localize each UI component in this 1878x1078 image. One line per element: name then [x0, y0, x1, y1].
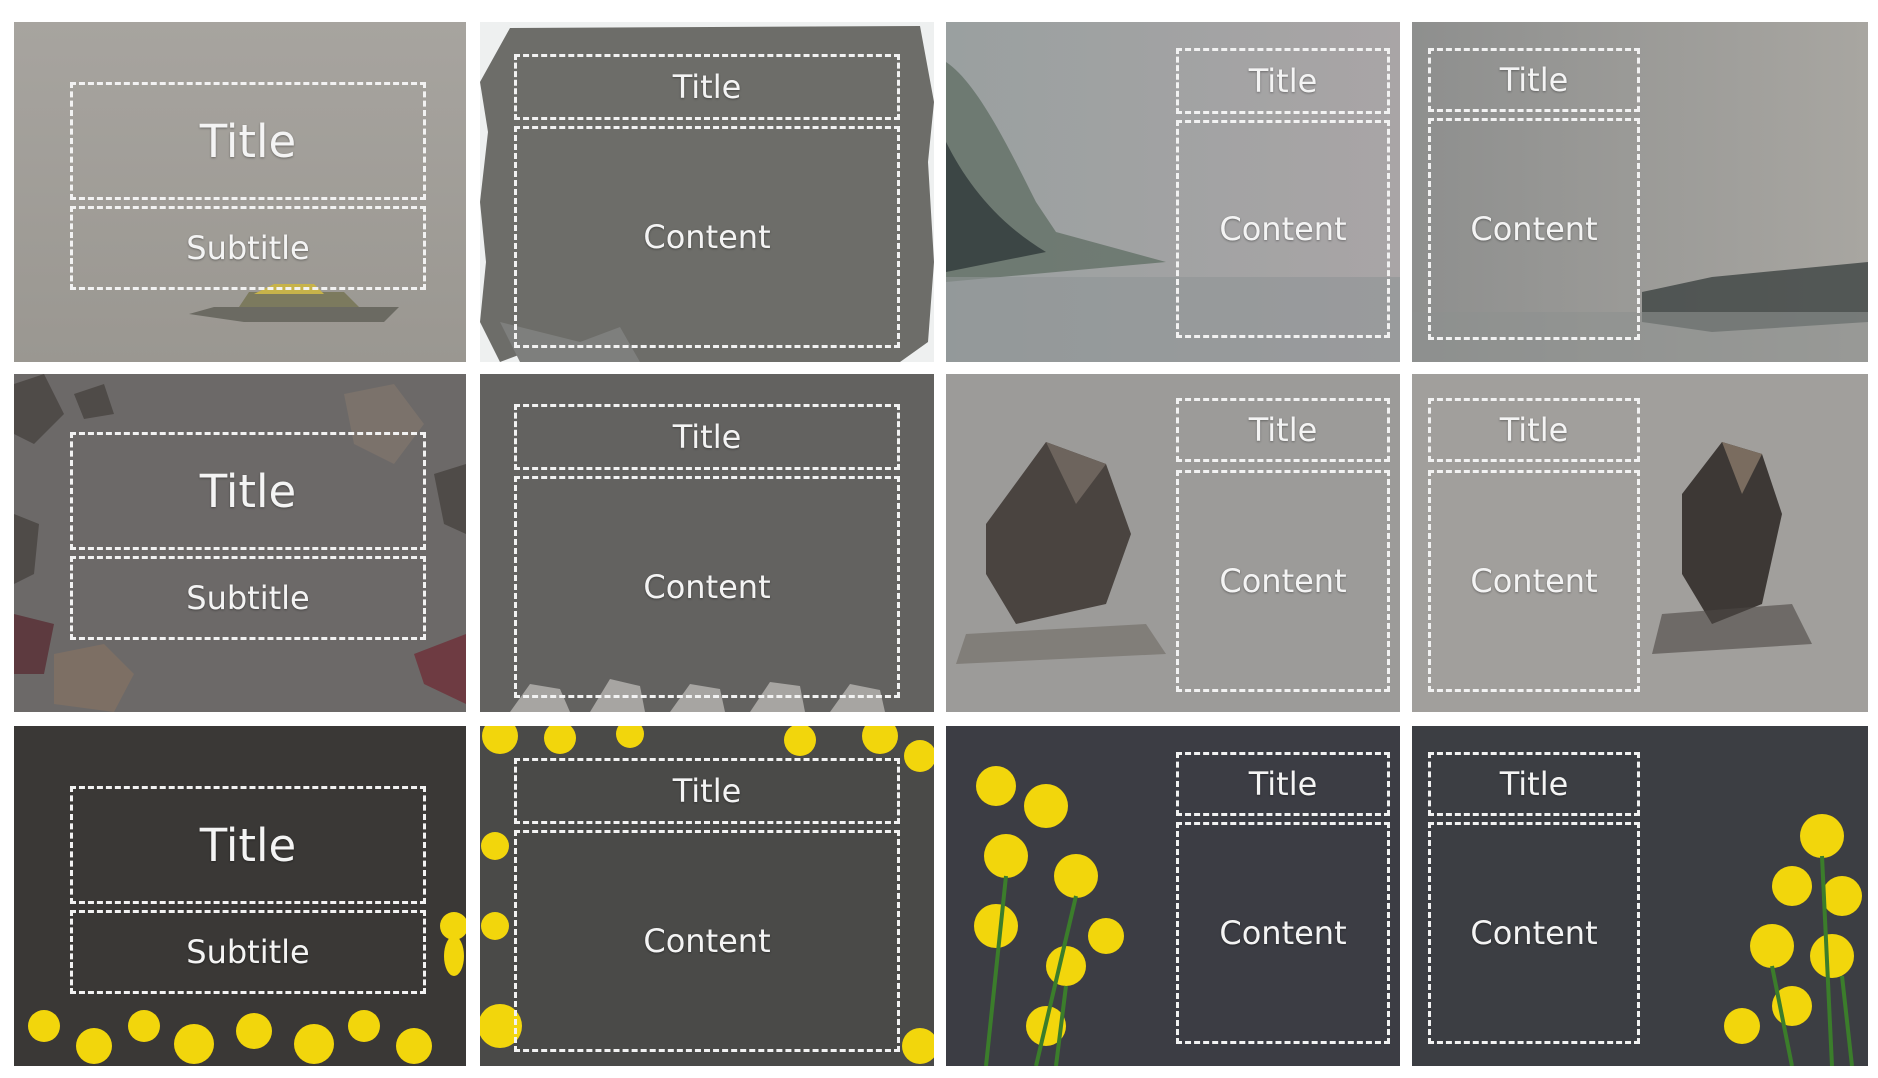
slide-thumbnail-r2c4[interactable]: Title Content — [1412, 374, 1868, 712]
stones-background — [14, 374, 466, 712]
subtitle-placeholder[interactable]: Subtitle — [70, 206, 426, 290]
pebbles-row — [510, 679, 885, 712]
slide-thumbnail-r3c1[interactable]: Title Subtitle — [14, 726, 466, 1066]
dark-floral-background — [480, 726, 934, 1066]
stone-texture-background — [480, 374, 934, 712]
slide-thumbnail-r2c1[interactable]: Title Subtitle — [14, 374, 466, 712]
title-placeholder[interactable]: Title — [1176, 398, 1390, 462]
title-placeholder[interactable]: Title — [1428, 752, 1640, 816]
content-placeholder[interactable]: Content — [1428, 822, 1640, 1044]
slide-thumbnail-r3c3[interactable]: Title Content — [946, 726, 1400, 1066]
slide-thumbnail-r3c2[interactable]: Title Content — [480, 726, 934, 1066]
watercolor-background — [14, 22, 466, 362]
paint-stroke-background — [480, 22, 934, 362]
yellow-flowers — [1724, 814, 1862, 1044]
slide-thumbnail-r3c4[interactable]: Title Content — [1412, 726, 1868, 1066]
title-placeholder[interactable]: Title — [1428, 48, 1640, 112]
yellow-flowers — [480, 726, 934, 1064]
title-placeholder[interactable]: Title — [514, 758, 900, 824]
content-placeholder[interactable]: Content — [514, 126, 900, 348]
stone-sketch-background — [1412, 374, 1868, 712]
slide-thumbnail-r2c3[interactable]: Title Content — [946, 374, 1400, 712]
title-placeholder[interactable]: Title — [514, 404, 900, 470]
title-placeholder[interactable]: Title — [1176, 752, 1390, 816]
title-placeholder[interactable]: Title — [70, 432, 426, 550]
slide-thumbnail-r2c2[interactable]: Title Content — [480, 374, 934, 712]
content-placeholder[interactable]: Content — [1176, 120, 1390, 338]
watercolor-shore-background — [1412, 22, 1868, 362]
slide-thumbnail-r1c3[interactable]: Title Content — [946, 22, 1400, 362]
flower-stems — [984, 875, 1078, 1066]
title-placeholder[interactable]: Title — [1428, 398, 1640, 462]
title-placeholder[interactable]: Title — [70, 82, 426, 200]
dark-floral-background — [946, 726, 1400, 1066]
watercolor-shore-background — [946, 22, 1400, 362]
stone-shapes — [14, 374, 466, 712]
content-placeholder[interactable]: Content — [514, 476, 900, 698]
rock-illustration — [956, 442, 1166, 664]
slide-thumbnail-r1c4[interactable]: Title Content — [1412, 22, 1868, 362]
content-placeholder[interactable]: Content — [1176, 470, 1390, 692]
title-placeholder[interactable]: Title — [514, 54, 900, 120]
boat-illustration — [189, 284, 399, 322]
slide-thumbnail-r1c1[interactable]: Title Subtitle — [14, 22, 466, 362]
yellow-flowers — [28, 912, 466, 1064]
flower-stems — [1770, 855, 1854, 1066]
stone-sketch-background — [946, 374, 1400, 712]
dark-floral-background — [14, 726, 466, 1066]
title-placeholder[interactable]: Title — [70, 786, 426, 904]
dark-floral-background — [1412, 726, 1868, 1066]
content-placeholder[interactable]: Content — [1176, 822, 1390, 1044]
title-placeholder[interactable]: Title — [1176, 48, 1390, 114]
rock-illustration — [1652, 442, 1812, 654]
content-placeholder[interactable]: Content — [1428, 470, 1640, 692]
content-placeholder[interactable]: Content — [1428, 118, 1640, 340]
subtitle-placeholder[interactable]: Subtitle — [70, 556, 426, 640]
content-placeholder[interactable]: Content — [514, 830, 900, 1052]
slide-thumbnail-r1c2[interactable]: Title Content — [480, 22, 934, 362]
subtitle-placeholder[interactable]: Subtitle — [70, 910, 426, 994]
